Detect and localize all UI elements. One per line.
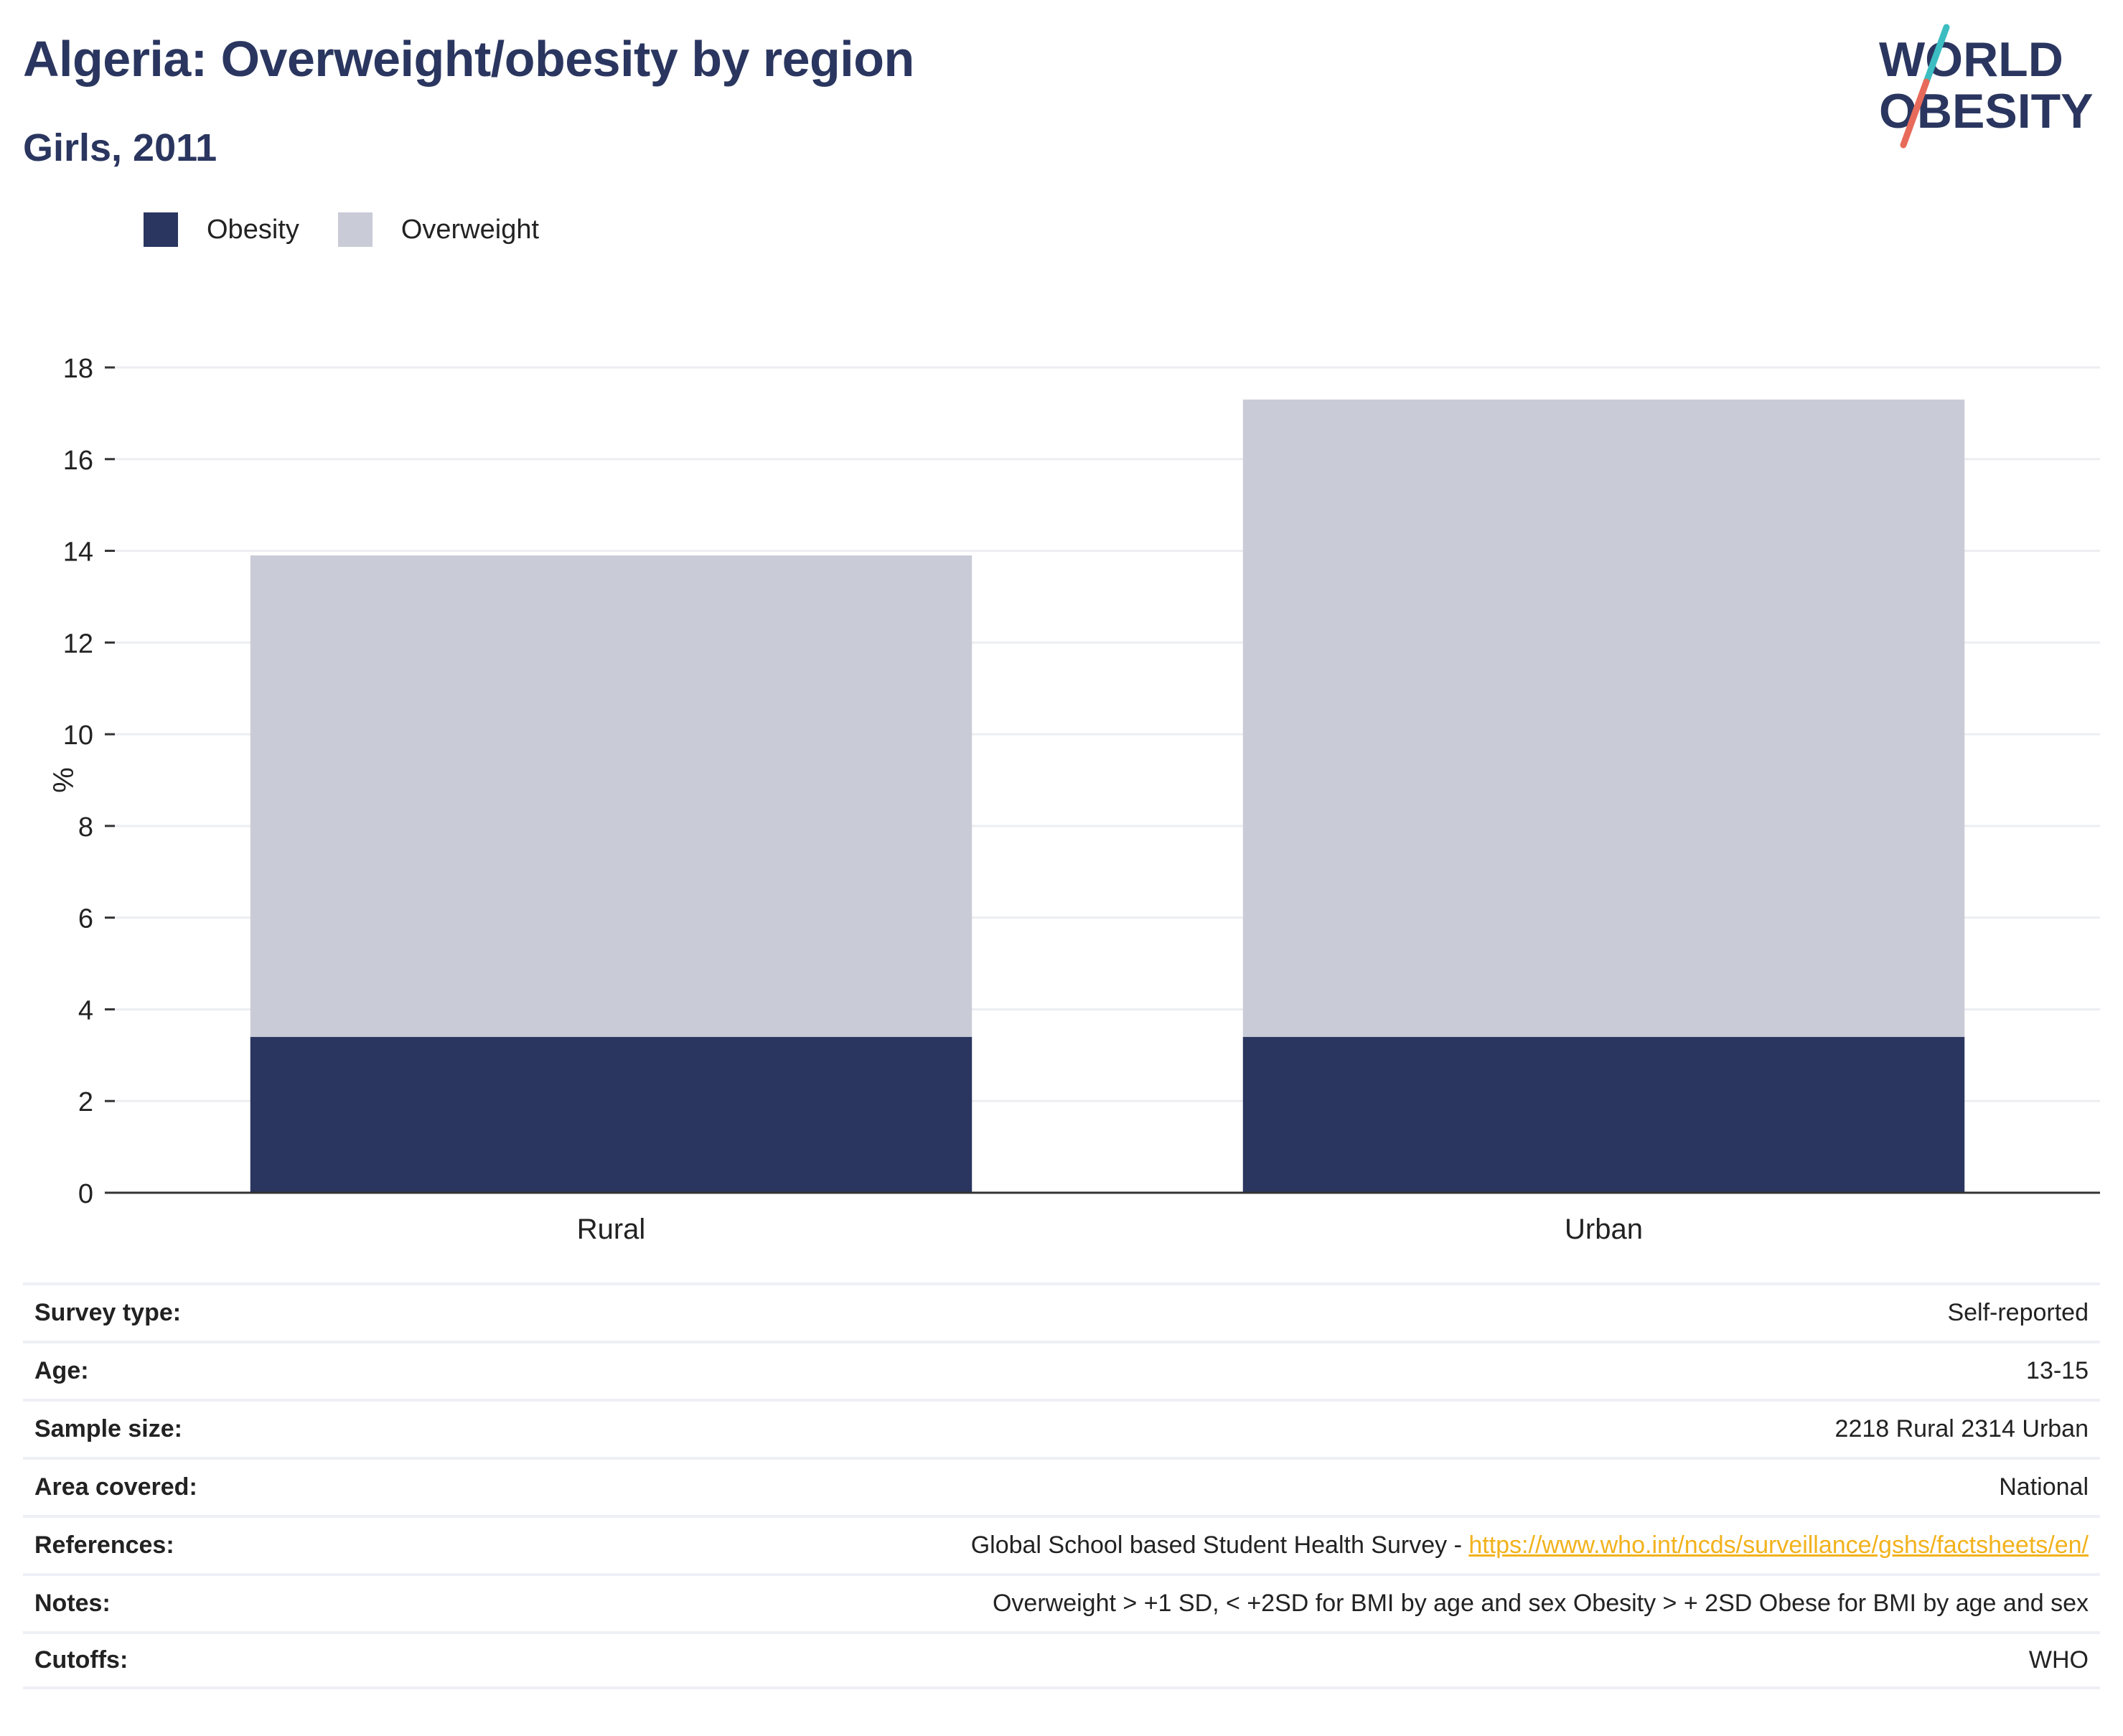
info-value: Self-reported <box>1947 1299 2089 1326</box>
y-tick-label: 2 <box>78 1087 93 1117</box>
info-value: 2218 Rural 2314 Urban <box>1834 1415 2089 1442</box>
y-tick-label: 8 <box>78 812 93 843</box>
logo-slash-top <box>1923 24 1950 85</box>
legend-item-overweight[interactable]: Overweight <box>337 212 540 247</box>
chart-legend: Obesity Overweight <box>144 212 578 247</box>
reference-link[interactable]: https://www.who.int/ncds/surveillance/gs… <box>1468 1531 2089 1559</box>
info-row-sample-size: Sample size: 2218 Rural 2314 Urban <box>23 1399 2100 1457</box>
y-tick-label: 10 <box>63 721 93 751</box>
chart-title: Algeria: Overweight/obesity by region <box>23 31 914 87</box>
bar-overweight-urban <box>1242 399 1965 1037</box>
bar-obesity-rural <box>250 1036 973 1193</box>
legend-label-obesity: Obesity <box>207 214 299 245</box>
y-axis-label: % <box>47 767 78 793</box>
legend-label-overweight: Overweight <box>400 214 540 245</box>
legend-swatch-obesity <box>144 212 178 247</box>
info-row-cutoffs: Cutoffs: WHO <box>23 1631 2100 1689</box>
info-value: 13-15 <box>2026 1357 2089 1384</box>
legend-item-obesity[interactable]: Obesity <box>144 212 299 247</box>
y-tick-label: 12 <box>63 629 93 659</box>
y-tick-label: 6 <box>78 904 93 934</box>
info-row-references: References: Global School based Student … <box>23 1515 2100 1573</box>
x-tick-label: Urban <box>1565 1214 1643 1245</box>
info-label: Age: <box>34 1357 89 1384</box>
survey-info-table: Survey type: Self-reported Age: 13-15 Sa… <box>23 1282 2100 1689</box>
chart-subtitle: Girls, 2011 <box>23 126 217 169</box>
logo-line1: WORLD <box>1879 32 2063 87</box>
info-label: References: <box>34 1531 174 1559</box>
info-value: Overweight > +1 SD, < +2SD for BMI by ag… <box>992 1590 2089 1617</box>
world-obesity-logo: WORLD OBESITY <box>1879 24 2094 149</box>
y-tick-label: 18 <box>63 354 93 384</box>
y-tick-label: 14 <box>63 538 93 568</box>
info-value: WHO <box>2028 1646 2089 1674</box>
info-row-notes: Notes: Overweight > +1 SD, < +2SD for BM… <box>23 1573 2100 1631</box>
info-label: Notes: <box>34 1590 111 1617</box>
y-tick-label: 16 <box>63 446 93 476</box>
info-label: Sample size: <box>34 1415 182 1442</box>
info-label: Area covered: <box>34 1473 197 1501</box>
info-value: National <box>1999 1473 2089 1501</box>
legend-swatch-overweight <box>337 212 372 247</box>
bar-obesity-urban <box>1242 1036 1965 1193</box>
y-tick-label: 4 <box>78 995 93 1026</box>
x-tick-label: Rural <box>577 1214 646 1245</box>
stacked-bar-chart: 0 2 4 6 8 10 12 14 16 18% Rural Urban <box>47 354 2100 1245</box>
reference-text: Global School based Student Health Surve… <box>970 1531 1469 1559</box>
info-row-survey-type: Survey type: Self-reported <box>23 1282 2100 1341</box>
info-row-age: Age: 13-15 <box>23 1341 2100 1399</box>
y-tick-label: 0 <box>78 1179 93 1209</box>
info-label: Survey type: <box>34 1299 182 1326</box>
info-value: Global School based Student Health Surve… <box>971 1531 2089 1559</box>
info-row-area-covered: Area covered: National <box>23 1457 2100 1515</box>
bar-overweight-rural <box>250 555 973 1037</box>
logo-slash-bottom <box>1900 78 1930 149</box>
info-label: Cutoffs: <box>34 1646 128 1674</box>
